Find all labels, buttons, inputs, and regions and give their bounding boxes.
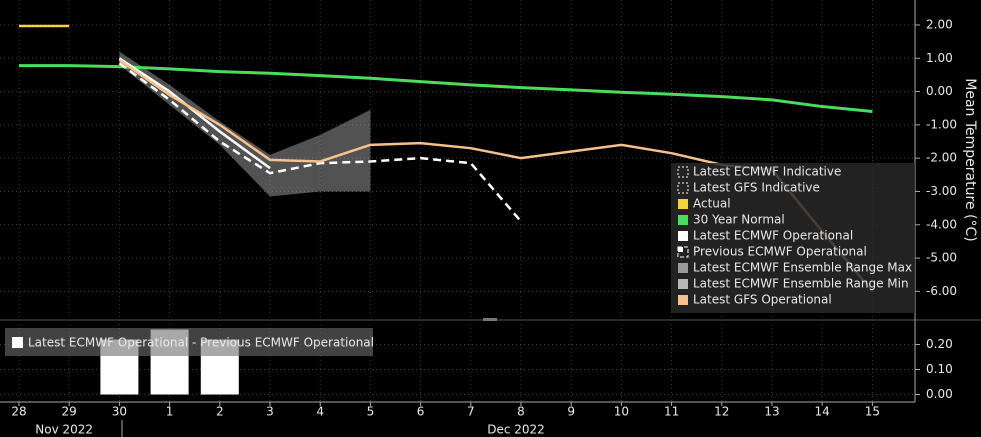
x-tick-label: 5	[367, 405, 375, 419]
legend-swatch	[678, 231, 688, 241]
x-tick-label: 6	[417, 405, 425, 419]
x-tick-label: 1	[166, 405, 174, 419]
series-line	[19, 64, 873, 114]
series-line	[118, 62, 522, 223]
month-label: Nov 2022	[35, 423, 93, 437]
legend-box	[5, 328, 373, 356]
y-tick-label: -5.00	[926, 251, 957, 265]
y-tick-label: 0.00	[926, 84, 953, 98]
legend-swatch	[678, 263, 688, 273]
month-label: Dec 2022	[487, 423, 545, 437]
y-axis-title: Mean Temperature (°C)	[962, 78, 978, 241]
x-tick-label: 30	[112, 405, 127, 419]
y-tick-label: -4.00	[926, 217, 957, 231]
y-tick-label: 0.10	[926, 362, 953, 376]
legend-label: Previous ECMWF Operational	[693, 245, 867, 259]
legend-swatch	[678, 199, 688, 209]
y-tick-label: -6.00	[926, 284, 957, 298]
x-tick-label: 29	[62, 405, 77, 419]
y-tick-label: 2.00	[926, 17, 953, 31]
legend-label: Latest ECMWF Operational	[693, 229, 853, 243]
legend-label: Latest ECMWF Indicative	[693, 165, 841, 179]
y-tick-label: 0.00	[926, 387, 953, 401]
y-tick-label: -1.00	[926, 117, 957, 131]
y-tick-label: -2.00	[926, 151, 957, 165]
legend-label: Actual	[693, 197, 731, 211]
x-tick-label: 28	[11, 405, 26, 419]
legend-label: 30 Year Normal	[693, 213, 785, 227]
legend-label: Latest ECMWF Ensemble Range Max	[693, 261, 912, 275]
legend-swatch	[677, 246, 689, 258]
legend-swatch	[12, 337, 23, 348]
ensemble-range	[320, 109, 371, 192]
legend-swatch	[678, 279, 688, 289]
x-tick-label: 12	[714, 405, 729, 419]
x-tick-label: 15	[865, 405, 880, 419]
ensemble-range	[270, 134, 321, 197]
legend-box	[671, 163, 915, 313]
x-tick-label: 13	[764, 405, 779, 419]
x-tick-label: 7	[467, 405, 475, 419]
legend-swatch	[677, 166, 689, 178]
x-tick-label: 10	[614, 405, 629, 419]
legend-label: Latest ECMWF Operational - Previous ECMW…	[28, 336, 374, 350]
legend-swatch	[678, 247, 683, 252]
x-tick-label: 9	[567, 405, 575, 419]
legend-label: Latest GFS Indicative	[693, 181, 820, 195]
legend-label: Latest GFS Operational	[693, 293, 832, 307]
series-line	[118, 57, 271, 170]
x-tick-label: 4	[316, 405, 324, 419]
legend-label: Latest ECMWF Ensemble Range Min	[693, 277, 909, 291]
divider-handle	[483, 318, 497, 321]
x-tick-label: 14	[815, 405, 830, 419]
y-tick-label: -3.00	[926, 184, 957, 198]
legend-swatch	[678, 295, 688, 305]
y-tick-label: 1.00	[926, 51, 953, 65]
x-tick-label: 2	[216, 405, 224, 419]
legend-swatch	[677, 182, 689, 194]
y-tick-label: 0.20	[926, 337, 953, 351]
x-tick-label: 8	[517, 405, 525, 419]
x-tick-label: 11	[664, 405, 679, 419]
legend-swatch	[678, 215, 688, 225]
x-tick-label: 3	[266, 405, 274, 419]
